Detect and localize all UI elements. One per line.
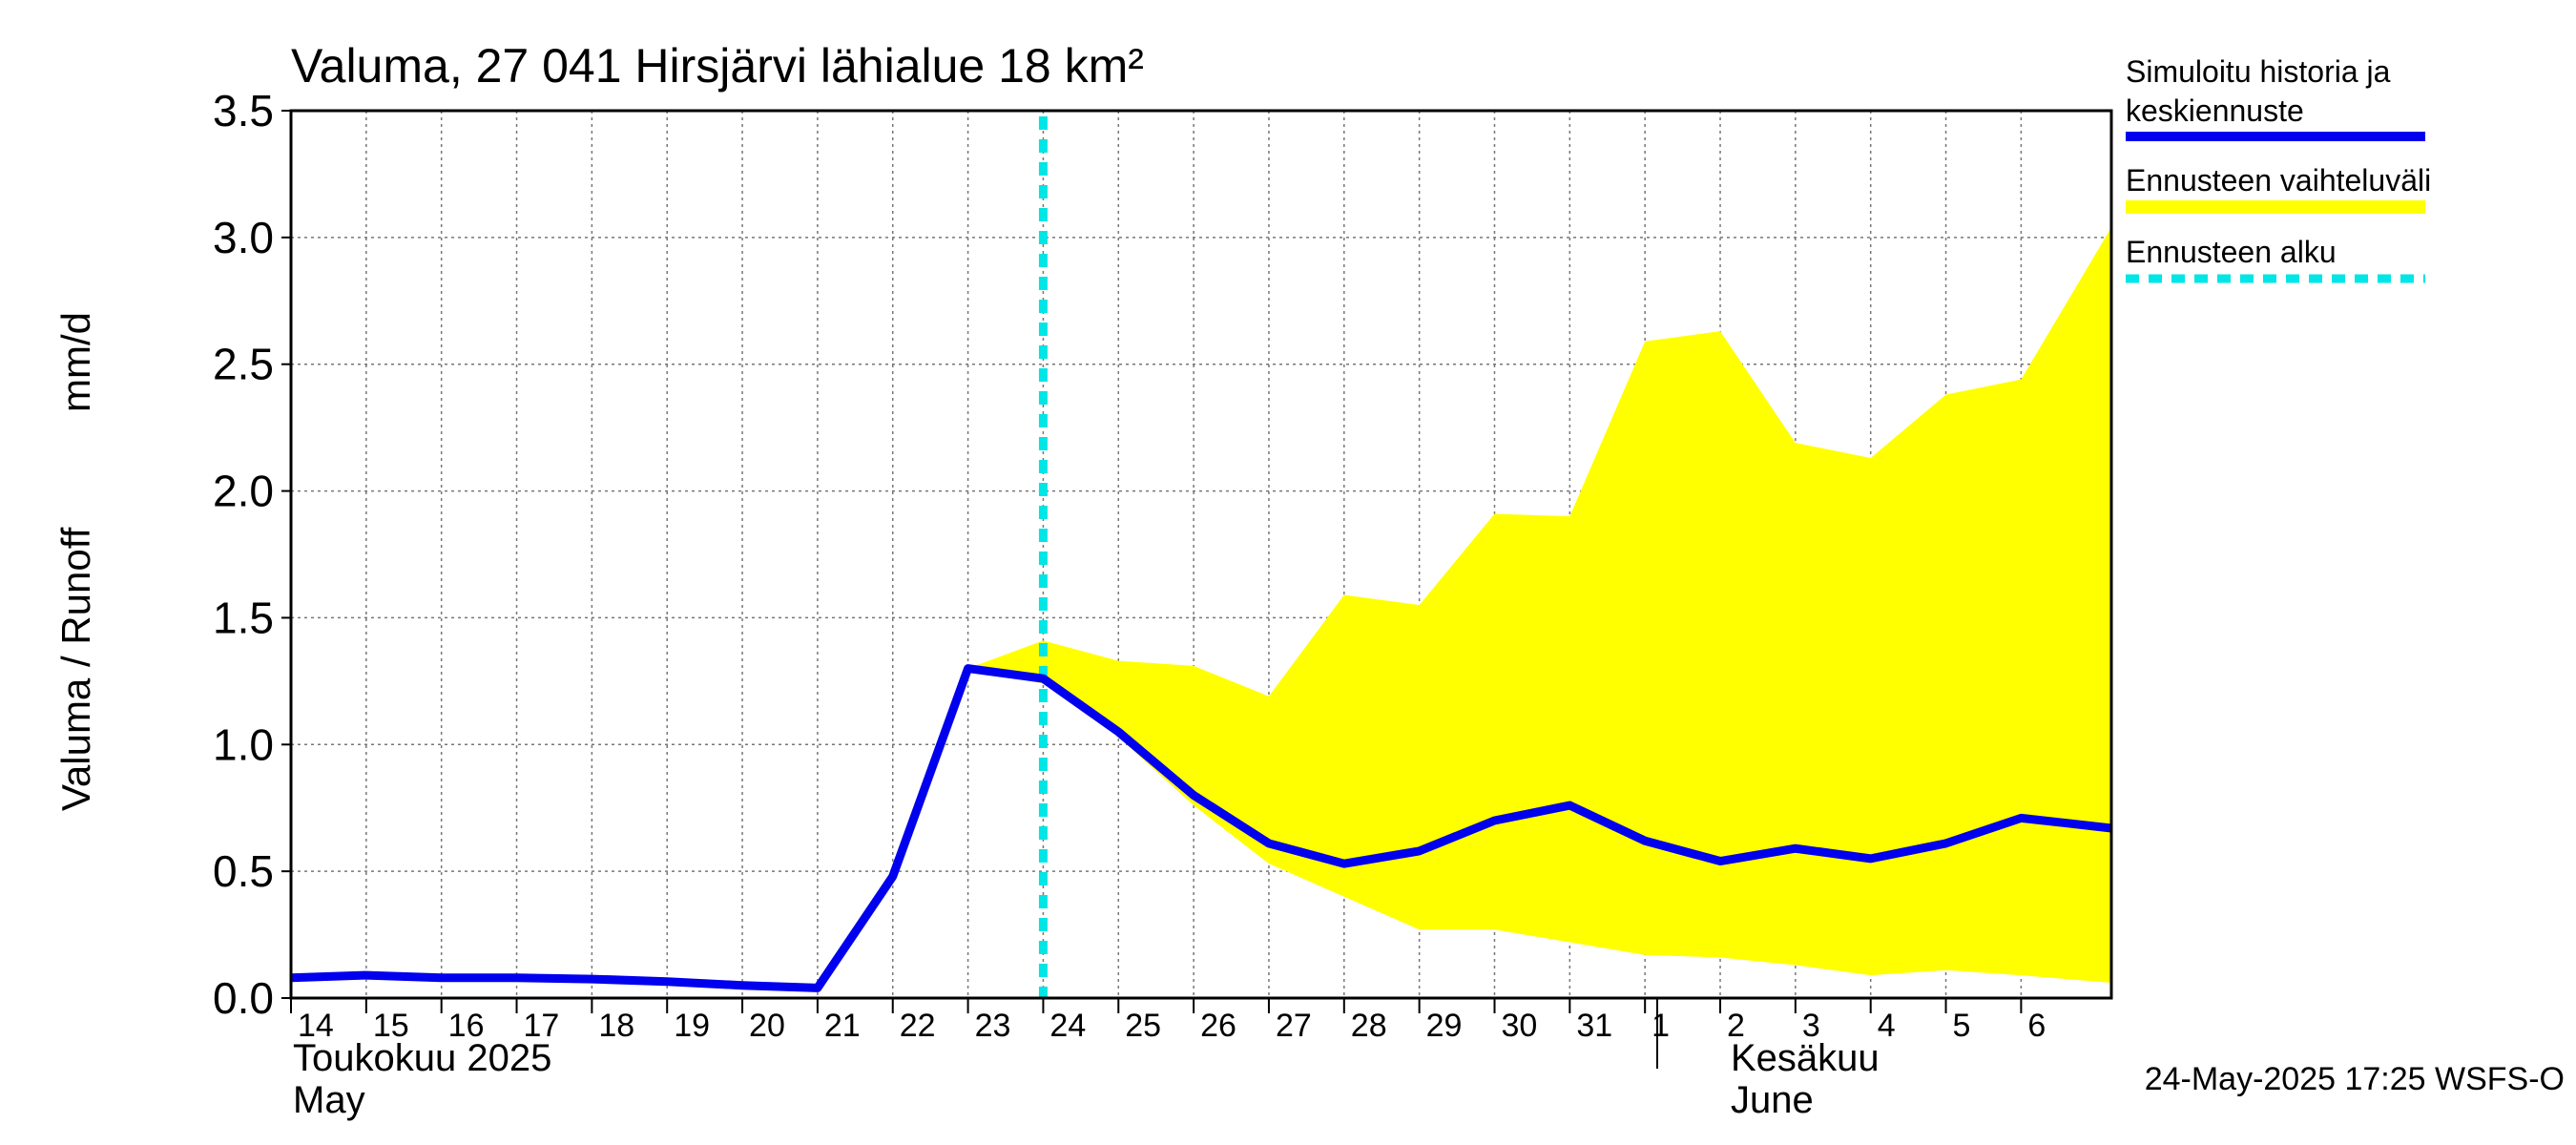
x-tick-label: 16 — [448, 1008, 485, 1044]
y-tick-label: 2.5 — [213, 340, 274, 389]
legend: Simuloitu historia ja keskiennuste Ennus… — [2126, 54, 2431, 283]
x-tick-label: 5 — [1953, 1008, 1971, 1044]
x-tick-label: 19 — [674, 1008, 710, 1044]
legend-label-mean-line2: keskiennuste — [2126, 94, 2304, 128]
simulated-mean-line — [290, 664, 2112, 992]
y-axis-label: Valuma / Runoff — [53, 527, 98, 811]
y-axis-ticks: 0.0 0.5 1.0 1.5 2.0 2.5 3.0 3.5 — [213, 86, 291, 1023]
y-tick-label: 3.5 — [213, 86, 274, 135]
x-tick-label: 6 — [2027, 1008, 2046, 1044]
legend-label-mean-line1: Simuloitu historia ja — [2126, 54, 2391, 89]
x-tick-label: 26 — [1200, 1008, 1236, 1044]
x-tick-label: 29 — [1426, 1008, 1463, 1044]
x-tick-label: 20 — [749, 1008, 785, 1044]
x-tick-label: 4 — [1878, 1008, 1896, 1044]
legend-label-forecast-start: Ennusteen alku — [2126, 235, 2337, 269]
y-tick-label: 2.0 — [213, 467, 274, 516]
x-tick-label: 27 — [1276, 1008, 1312, 1044]
forecast-range-band — [967, 227, 2111, 984]
x-tick-label: 14 — [298, 1008, 334, 1044]
footer-timestamp: 24-May-2025 17:25 WSFS-O — [2145, 1061, 2565, 1097]
y-tick-label: 0.5 — [213, 846, 274, 896]
x-tick-label: 17 — [524, 1008, 560, 1044]
month-label-may-fi: Toukokuu 2025 — [293, 1037, 551, 1079]
y-axis-unit: mm/d — [53, 312, 98, 412]
chart-title: Valuma, 27 041 Hirsjärvi lähialue 18 km² — [291, 39, 1144, 93]
x-tick-label: 24 — [1049, 1008, 1086, 1044]
x-tick-label: 30 — [1501, 1008, 1537, 1044]
x-tick-label: 21 — [824, 1008, 861, 1044]
x-tick-label: 28 — [1351, 1008, 1387, 1044]
y-tick-label: 1.5 — [213, 593, 274, 642]
x-axis-ticks: 14 15 16 17 18 19 20 21 22 23 24 25 26 27 28 29 30 31 1 2 3 4… — [290, 998, 2046, 1044]
x-tick-label: 15 — [373, 1008, 409, 1044]
plot-area — [289, 109, 2113, 1000]
legend-label-band: Ennusteen vaihteluväli — [2126, 163, 2431, 198]
x-tick-label: 3 — [1802, 1008, 1820, 1044]
plot-frame — [289, 109, 2113, 1000]
x-tick-label: 22 — [900, 1008, 936, 1044]
x-tick-label: 31 — [1576, 1008, 1612, 1044]
month-label-june-fi: Kesäkuu — [1731, 1037, 1880, 1079]
month-label-may-en: May — [293, 1079, 365, 1121]
y-tick-label: 3.0 — [213, 213, 274, 262]
y-tick-label: 1.0 — [213, 719, 274, 769]
x-tick-label: 2 — [1727, 1008, 1745, 1044]
x-tick-label: 18 — [598, 1008, 634, 1044]
x-tick-label: 25 — [1125, 1008, 1161, 1044]
x-tick-label: 1 — [1652, 1008, 1670, 1044]
month-label-june-en: June — [1731, 1079, 1814, 1121]
y-tick-label: 0.0 — [213, 973, 274, 1023]
x-tick-label: 23 — [975, 1008, 1011, 1044]
